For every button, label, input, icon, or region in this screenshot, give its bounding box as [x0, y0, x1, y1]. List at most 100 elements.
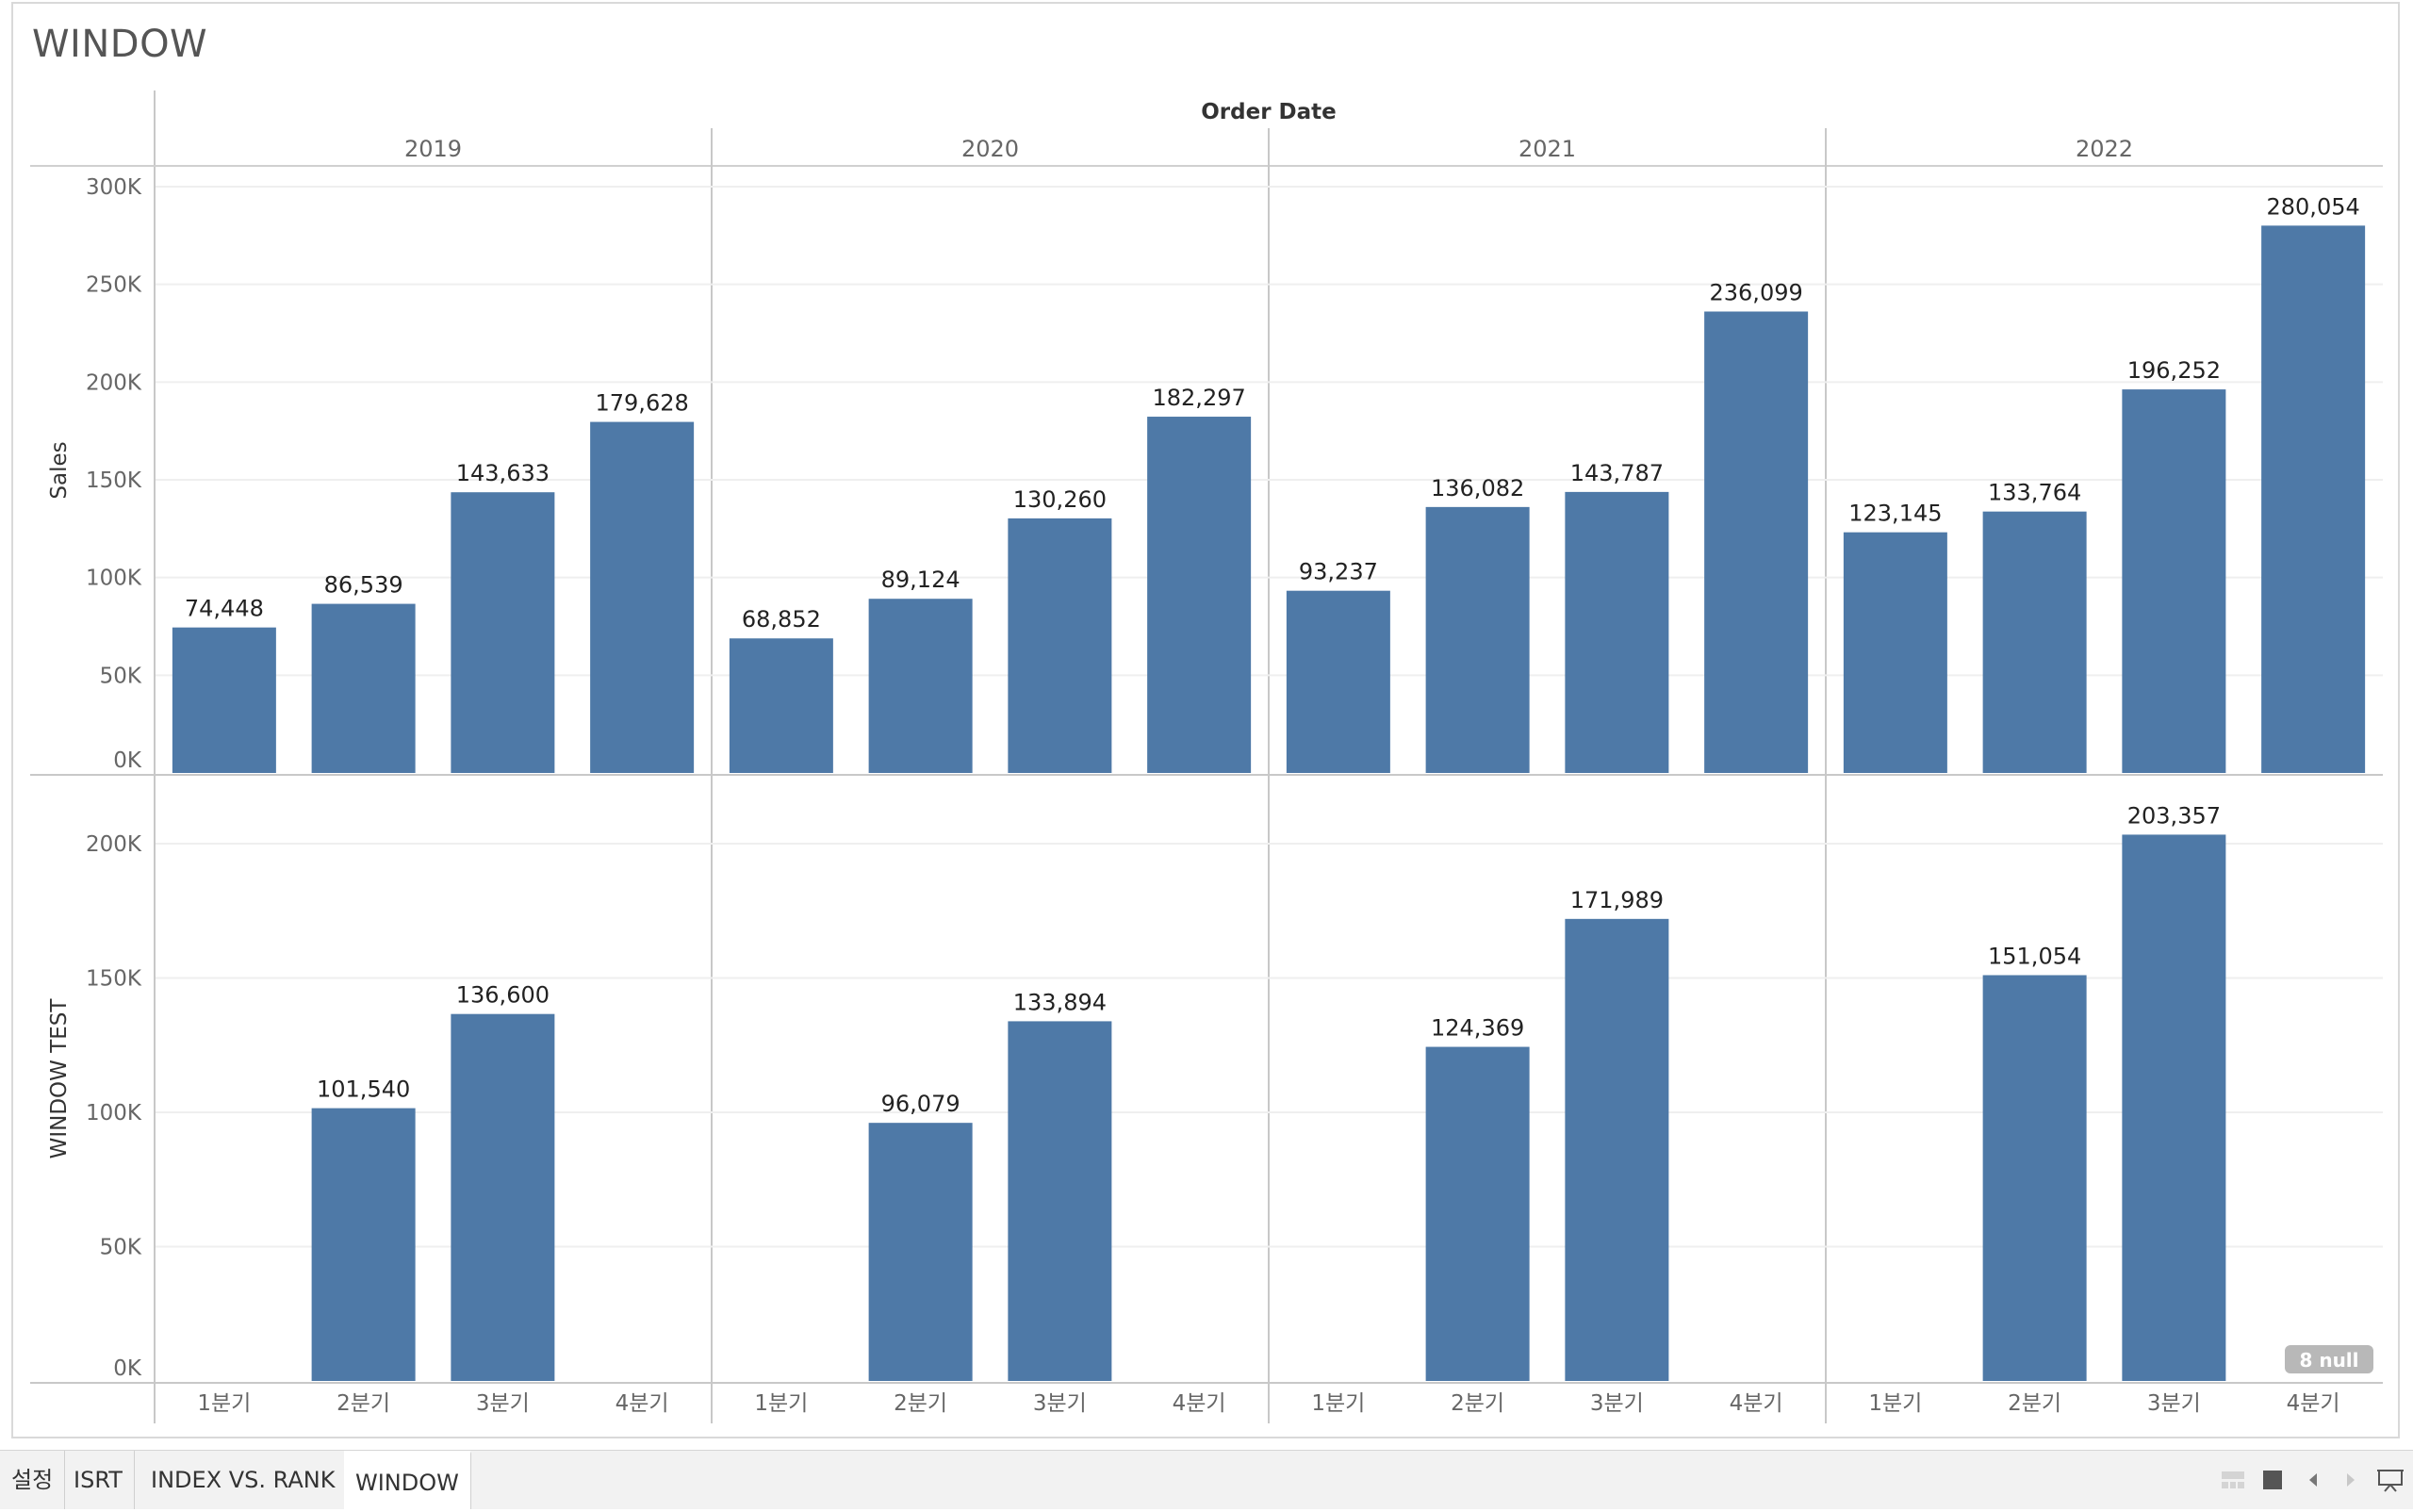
y-axis-title: WINDOW TEST [47, 998, 72, 1159]
bar-value-label: 133,894 [1013, 989, 1107, 1015]
year-header: 2019 [404, 136, 462, 162]
bar-value-label: 68,852 [742, 606, 821, 633]
bar-value-label: 151,054 [1988, 943, 2081, 969]
bar [451, 1013, 555, 1381]
bar [1147, 417, 1252, 773]
bar-chart: Order Date 2019 2020 2021 2022 0K 50K 100K 150K 2… [30, 90, 2383, 1423]
bar-value-label: 143,633 [456, 460, 550, 486]
next-sheet-icon [2347, 1473, 2355, 1487]
bar [868, 599, 973, 773]
bar-value-label: 123,145 [1848, 501, 1942, 527]
x-tick-label: 4분기 [1730, 1391, 1783, 1416]
bar-value-label: 74,448 [185, 596, 264, 622]
bar-value-label: 179,628 [596, 390, 689, 417]
y-tick-label: 300K [86, 175, 142, 200]
bar [1704, 311, 1809, 773]
bar [451, 492, 555, 773]
x-tick-label: 1분기 [1311, 1391, 1365, 1416]
bar [590, 421, 695, 773]
next-sheet-button[interactable] [2336, 1451, 2366, 1509]
bar-value-label: 101,540 [317, 1076, 410, 1103]
x-tick-label: 3분기 [2147, 1391, 2201, 1416]
bar-value-label: 236,099 [1710, 279, 1803, 305]
bar-value-label: 93,237 [1299, 559, 1378, 585]
x-tick-label: 2분기 [894, 1391, 947, 1416]
y-tick-label: 250K [86, 273, 142, 298]
x-tick-label: 3분기 [1033, 1391, 1087, 1416]
bar [1286, 590, 1390, 773]
bar [2122, 389, 2226, 773]
year-header: 2020 [961, 136, 1019, 162]
x-tick-label: 4분기 [2287, 1391, 2340, 1416]
y-tick-label: 0K [113, 1356, 142, 1381]
bar-value-label: 203,357 [2127, 802, 2221, 829]
bar [2261, 225, 2366, 773]
x-tick-label: 3분기 [1590, 1391, 1644, 1416]
tab-index-vs-rank[interactable]: INDEX VS. RANK [140, 1451, 348, 1509]
x-tick-label: 3분기 [476, 1391, 530, 1416]
bar [1425, 506, 1530, 773]
tab-window[interactable]: WINDOW [344, 1451, 471, 1509]
tab-isrt[interactable]: ISRT [62, 1451, 135, 1509]
y-tick-label: 200K [86, 832, 142, 857]
null-indicator-badge [2285, 1345, 2373, 1373]
x-tick-label: 4분기 [1173, 1391, 1226, 1416]
y-tick-label: 150K [86, 967, 142, 992]
y-tick-label: 200K [86, 370, 142, 395]
single-view-button[interactable] [2257, 1451, 2289, 1509]
null-indicator-label: 8 null [2299, 1349, 2358, 1372]
year-header: 2021 [1518, 136, 1576, 162]
grid-view-button[interactable] [2217, 1451, 2249, 1509]
bar-value-label: 182,297 [1153, 385, 1246, 411]
presentation-mode-button[interactable] [2373, 1451, 2407, 1509]
year-header: 2022 [2076, 136, 2133, 162]
y-tick-label: 100K [86, 567, 142, 591]
tab-settings[interactable]: 설정 [0, 1451, 66, 1509]
bar-value-label: 133,764 [1988, 480, 2081, 506]
bar [311, 603, 416, 773]
bar-value-label: 136,600 [456, 982, 550, 1009]
x-tick-label: 4분기 [616, 1391, 669, 1416]
bar-value-label: 280,054 [2267, 193, 2360, 220]
bar-value-label: 96,079 [881, 1091, 960, 1117]
x-tick-label: 1분기 [754, 1391, 808, 1416]
x-tick-label: 2분기 [2008, 1391, 2061, 1416]
bar [1565, 918, 1669, 1381]
bar-value-label: 171,989 [1570, 887, 1664, 913]
column-header-title: Order Date [1201, 100, 1337, 124]
presentation-mode-icon [2377, 1470, 2404, 1492]
bar-value-label: 136,082 [1431, 475, 1524, 501]
bar-value-label: 143,787 [1570, 460, 1664, 486]
bar [1425, 1046, 1530, 1381]
bar [868, 1123, 973, 1381]
x-tick-label: 2분기 [337, 1391, 390, 1416]
y-tick-label: 50K [100, 1236, 142, 1260]
bar [2122, 834, 2226, 1381]
bar [1982, 975, 2087, 1381]
sheet-tab-bar: 설정 ISRT INDEX VS. RANK WINDOW [0, 1450, 2413, 1509]
y-axis-title: Sales [47, 441, 72, 499]
y-tick-label: 150K [86, 468, 142, 493]
x-tick-label: 2분기 [1451, 1391, 1504, 1416]
bar [1843, 532, 1947, 773]
bar [729, 638, 833, 773]
bar [1008, 518, 1112, 773]
bar-value-label: 89,124 [881, 567, 960, 593]
y-tick-label: 100K [86, 1101, 142, 1126]
x-tick-label: 1분기 [1868, 1391, 1922, 1416]
bar [1008, 1021, 1112, 1381]
bar-value-label: 86,539 [324, 572, 403, 599]
bar-value-label: 196,252 [2127, 357, 2221, 384]
bar [172, 627, 276, 773]
grid-view-icon [2222, 1471, 2244, 1488]
y-tick-label: 50K [100, 664, 142, 688]
sheet-title: WINDOW [32, 23, 208, 66]
single-view-icon [2263, 1471, 2282, 1489]
y-tick-label: 0K [113, 748, 142, 773]
previous-sheet-button[interactable] [2298, 1451, 2328, 1509]
bar [311, 1108, 416, 1381]
bar [1982, 511, 2087, 773]
previous-sheet-icon [2309, 1473, 2317, 1487]
bar [1565, 491, 1669, 773]
bar-value-label: 130,260 [1013, 486, 1107, 513]
